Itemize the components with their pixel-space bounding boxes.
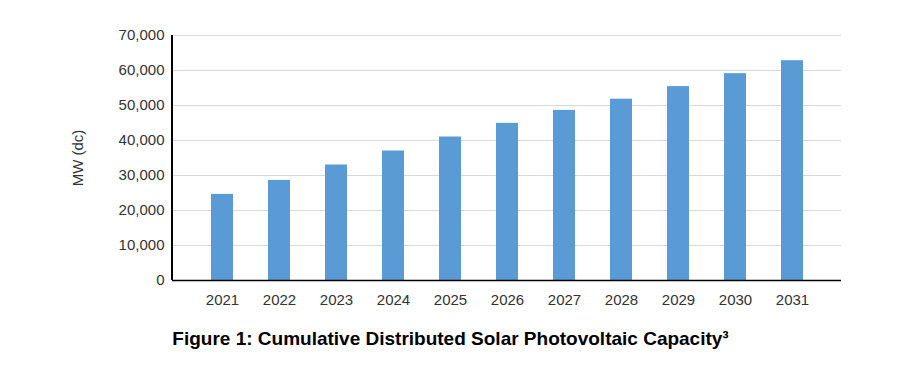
svg-text:10,000: 10,000 <box>119 236 165 253</box>
svg-text:2027: 2027 <box>548 291 581 308</box>
html-text:Figure 1: Cumulative Distribut: Figure 1: Cumulative Distributed Solar P… <box>172 328 729 349</box>
svg-text:2026: 2026 <box>491 291 524 308</box>
svg-text:2029: 2029 <box>662 291 695 308</box>
svg-text:60,000: 60,000 <box>119 61 165 78</box>
svg-text:2021: 2021 <box>206 291 239 308</box>
svg-text:30,000: 30,000 <box>119 166 165 183</box>
svg-text:40,000: 40,000 <box>119 131 165 148</box>
svg-text:0: 0 <box>156 271 164 288</box>
svg-text:2025: 2025 <box>434 291 467 308</box>
svg-text:2030: 2030 <box>719 291 752 308</box>
svg-text:MW (dc): MW (dc) <box>69 130 86 187</box>
svg-text:20,000: 20,000 <box>119 201 165 218</box>
svg-text:2028: 2028 <box>605 291 638 308</box>
svg-text:70,000: 70,000 <box>119 26 165 43</box>
svg-text:2024: 2024 <box>377 291 410 308</box>
svg-text:2031: 2031 <box>776 291 809 308</box>
svg-text:50,000: 50,000 <box>119 96 165 113</box>
svg-text:2022: 2022 <box>263 291 296 308</box>
svg-text:2023: 2023 <box>320 291 353 308</box>
